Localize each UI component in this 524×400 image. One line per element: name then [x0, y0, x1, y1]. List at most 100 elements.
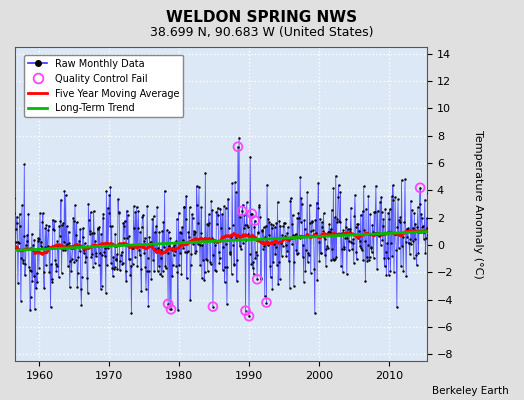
Point — [286, 198, 294, 204]
Point — [236, 214, 245, 220]
Point — [414, 250, 422, 256]
Point — [416, 184, 424, 191]
Point — [315, 258, 324, 264]
Point — [214, 212, 222, 219]
Point — [403, 234, 411, 240]
Point — [366, 244, 375, 250]
Point — [401, 176, 409, 182]
Point — [379, 222, 387, 229]
Point — [13, 220, 21, 226]
Point — [303, 259, 312, 265]
Point — [351, 224, 359, 230]
Point — [50, 218, 59, 225]
Point — [187, 262, 195, 268]
Point — [106, 222, 114, 229]
Point — [178, 224, 186, 230]
Point — [208, 235, 216, 242]
Point — [119, 220, 127, 226]
Point — [135, 252, 144, 258]
Point — [376, 242, 385, 248]
Point — [148, 216, 157, 222]
Point — [127, 310, 136, 316]
Point — [214, 248, 223, 255]
Point — [16, 210, 24, 217]
Point — [299, 242, 308, 249]
Point — [307, 228, 315, 234]
Point — [93, 243, 101, 249]
Point — [401, 239, 410, 245]
Point — [113, 266, 122, 272]
Point — [209, 304, 217, 310]
Point — [347, 204, 355, 211]
Point — [289, 232, 298, 238]
Point — [384, 255, 392, 261]
Point — [265, 219, 274, 225]
Point — [85, 231, 94, 237]
Point — [318, 219, 326, 226]
Point — [34, 235, 42, 242]
Point — [114, 210, 123, 216]
Point — [43, 243, 52, 250]
Point — [320, 234, 329, 240]
Point — [45, 269, 53, 276]
Point — [49, 226, 58, 232]
Point — [316, 215, 324, 222]
Point — [269, 222, 277, 228]
Point — [20, 161, 28, 168]
Point — [355, 238, 364, 244]
Point — [57, 196, 65, 203]
Point — [279, 223, 288, 230]
Point — [123, 234, 132, 241]
Point — [174, 307, 182, 313]
Point — [241, 222, 249, 229]
Point — [398, 242, 406, 249]
Point — [151, 246, 159, 252]
Point — [316, 250, 325, 256]
Point — [351, 192, 359, 198]
Point — [289, 212, 297, 218]
Point — [68, 256, 76, 262]
Point — [89, 264, 97, 270]
Point — [254, 230, 262, 236]
Point — [413, 224, 421, 230]
Point — [66, 284, 74, 291]
Point — [206, 261, 215, 268]
Point — [303, 189, 311, 196]
Point — [209, 252, 217, 258]
Point — [274, 280, 282, 287]
Point — [69, 215, 78, 221]
Point — [235, 134, 243, 141]
Point — [255, 202, 264, 208]
Point — [422, 235, 430, 242]
Point — [245, 251, 254, 257]
Point — [411, 220, 420, 227]
Point — [39, 210, 47, 217]
Point — [64, 228, 73, 235]
Point — [352, 249, 361, 256]
Point — [216, 205, 225, 212]
Point — [15, 240, 23, 246]
Point — [121, 218, 129, 224]
Point — [228, 180, 236, 187]
Point — [195, 184, 203, 190]
Point — [248, 210, 256, 217]
Point — [41, 225, 49, 231]
Point — [278, 232, 287, 238]
Point — [157, 255, 165, 261]
Point — [170, 242, 179, 248]
Point — [287, 195, 295, 201]
Point — [212, 268, 220, 274]
Point — [159, 267, 167, 274]
Point — [82, 243, 91, 250]
Point — [304, 250, 313, 256]
Point — [239, 225, 248, 231]
Point — [344, 226, 352, 232]
Point — [38, 219, 47, 225]
Point — [136, 228, 144, 235]
Point — [243, 199, 251, 206]
Point — [18, 202, 26, 209]
Point — [141, 264, 149, 270]
Point — [169, 244, 178, 250]
Point — [292, 246, 300, 253]
Point — [54, 274, 63, 280]
